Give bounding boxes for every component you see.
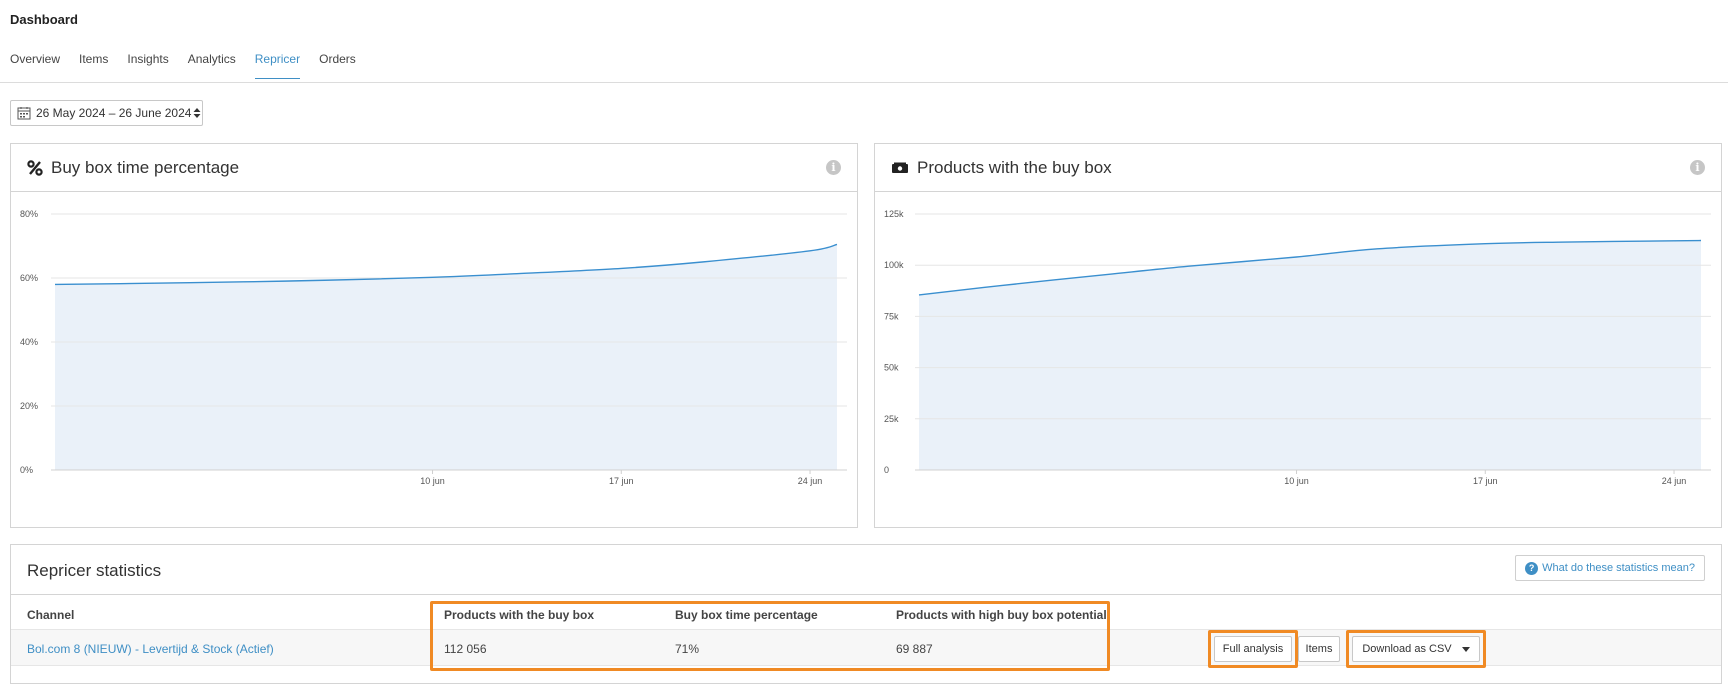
money-icon bbox=[891, 161, 909, 175]
y-tick-label: 25k bbox=[884, 414, 899, 424]
date-range-picker[interactable]: 26 May 2024 – 26 June 2024 bbox=[10, 100, 203, 126]
question-icon: ? bbox=[1525, 561, 1539, 575]
column-header-channel: Channel bbox=[27, 608, 75, 622]
x-tick-label: 17 jun bbox=[609, 476, 634, 486]
stats-title: Repricer statistics bbox=[27, 561, 162, 580]
tab-repricer[interactable]: Repricer bbox=[254, 52, 301, 79]
download-label: Download as CSV bbox=[1362, 643, 1452, 655]
date-range-value: 26 May 2024 – 26 June 2024 bbox=[36, 106, 192, 120]
column-header-buy-box-time: Buy box time percentage bbox=[675, 608, 818, 622]
full-analysis-button[interactable]: Full analysis bbox=[1214, 636, 1292, 662]
sort-arrows-icon bbox=[193, 108, 201, 118]
column-header-high-potential: Products with high buy box potential bbox=[896, 608, 1107, 622]
percent-icon bbox=[27, 159, 43, 176]
items-label: Items bbox=[1305, 643, 1333, 655]
buy-box-time-panel: Buy box time percentage i 0% 20% 40% 60% 80%… bbox=[10, 143, 858, 528]
chart-title: Products with the buy box bbox=[917, 157, 1112, 177]
series-line bbox=[54, 243, 838, 286]
caret-down-icon bbox=[1461, 646, 1470, 652]
repricer-statistics-panel: Repricer statistics ? What do these stat… bbox=[10, 544, 1722, 684]
y-tick-label: 100k bbox=[884, 260, 904, 270]
y-tick-label: 80% bbox=[20, 209, 38, 219]
tabs-divider bbox=[0, 82, 1728, 83]
y-tick-label: 20% bbox=[20, 401, 38, 411]
page-title: Dashboard bbox=[10, 12, 78, 27]
tab-analytics[interactable]: Analytics bbox=[187, 52, 236, 66]
products-buy-box-panel: Products with the buy box i 0 25k 50k 75k 10… bbox=[874, 143, 1722, 528]
products-buy-box-chart: 0 25k 50k 75k 100k 125k 10 jun 17 jun 24 jun bbox=[884, 209, 1711, 486]
products-with-buy-box-value: 112 056 bbox=[444, 642, 487, 656]
series-area bbox=[919, 240, 1701, 470]
statistics-help-button[interactable]: ? What do these statistics mean? bbox=[1515, 555, 1705, 581]
x-tick-label: 17 jun bbox=[1473, 476, 1498, 486]
series-area bbox=[55, 244, 837, 470]
stats-divider bbox=[11, 594, 1721, 595]
y-tick-label: 60% bbox=[20, 273, 38, 283]
download-csv-dropdown[interactable]: Download as CSV bbox=[1352, 636, 1480, 662]
highlight-download bbox=[1346, 630, 1486, 668]
channel-link[interactable]: Bol.com 8 (NIEUW) - Levertijd & Stock (A… bbox=[27, 642, 274, 656]
buy-box-time-value: 71% bbox=[675, 642, 700, 656]
series-line bbox=[918, 239, 1702, 296]
tab-items[interactable]: Items bbox=[79, 52, 109, 66]
info-icon[interactable]: i bbox=[1690, 160, 1705, 175]
column-header-products-with-buy-box: Products with the buy box bbox=[444, 608, 595, 622]
highlight-full-analysis bbox=[1208, 630, 1298, 668]
tab-bar: Overview Items Insights Analytics Repric… bbox=[10, 52, 375, 79]
y-tick-label: 0% bbox=[20, 465, 33, 475]
highlight-metrics bbox=[430, 601, 1110, 671]
x-tick-label: 24 jun bbox=[1662, 476, 1687, 486]
x-tick-label: 24 jun bbox=[798, 476, 823, 486]
x-tick-label: 10 jun bbox=[420, 476, 445, 486]
help-label: What do these statistics mean? bbox=[1542, 562, 1695, 574]
info-icon[interactable]: i bbox=[826, 160, 841, 175]
x-tick-label: 10 jun bbox=[1284, 476, 1309, 486]
panel-header: Products with the buy box bbox=[875, 144, 1721, 192]
panel-header: Buy box time percentage bbox=[11, 144, 857, 192]
tab-orders[interactable]: Orders bbox=[319, 52, 356, 66]
tab-overview[interactable]: Overview bbox=[10, 52, 61, 66]
items-button[interactable]: Items bbox=[1298, 636, 1340, 662]
y-tick-label: 40% bbox=[20, 337, 38, 347]
buy-box-time-chart: 0% 20% 40% 60% 80% 10 jun 17 jun 24 jun bbox=[20, 209, 847, 486]
y-tick-label: 0 bbox=[884, 465, 889, 475]
full-analysis-label: Full analysis bbox=[1222, 643, 1284, 655]
y-tick-label: 50k bbox=[884, 363, 899, 373]
tab-insights[interactable]: Insights bbox=[127, 52, 169, 66]
chart-title: Buy box time percentage bbox=[51, 157, 240, 177]
calendar-icon bbox=[17, 107, 31, 120]
y-tick-label: 75k bbox=[884, 311, 899, 321]
y-tick-label: 125k bbox=[884, 209, 904, 219]
high-potential-value: 69 887 bbox=[896, 642, 933, 656]
